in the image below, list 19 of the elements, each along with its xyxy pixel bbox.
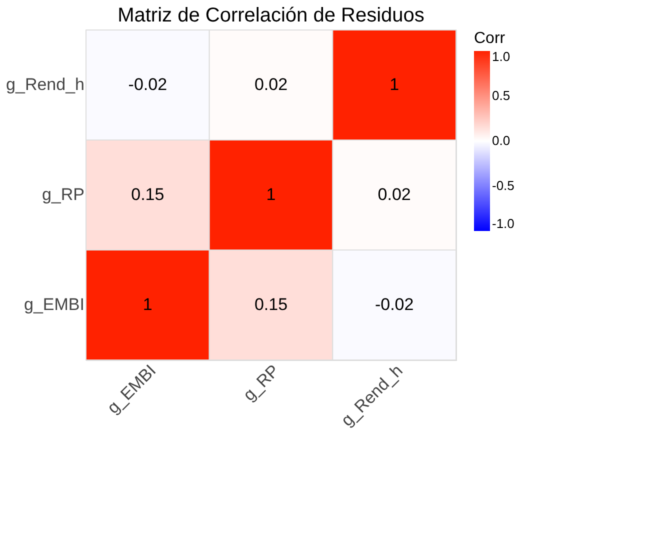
y-tick-label: g_Rend_h bbox=[6, 75, 84, 94]
data-label: 0.02 bbox=[378, 185, 411, 204]
data-label: 1 bbox=[390, 75, 400, 94]
color-bar-label: -1.0 bbox=[492, 216, 514, 231]
data-label: 1 bbox=[266, 185, 276, 204]
data-label: 0.15 bbox=[254, 295, 288, 314]
color-bar-label: -0.5 bbox=[492, 178, 514, 193]
y-tick-label: g_EMBI bbox=[24, 295, 84, 314]
color-bar-label: 0.5 bbox=[492, 88, 510, 103]
chart-title: Matriz de Correlación de Residuos bbox=[118, 4, 424, 26]
color-bar-label: 1.0 bbox=[492, 49, 510, 64]
data-label: -0.02 bbox=[128, 75, 168, 94]
y-tick-label: g_RP bbox=[42, 185, 84, 204]
legend-title: Corr bbox=[474, 30, 506, 47]
data-label: 0.15 bbox=[131, 185, 164, 204]
data-label: 1 bbox=[142, 295, 152, 314]
color-bar-label: 0.0 bbox=[492, 133, 510, 148]
data-label: -0.02 bbox=[374, 295, 414, 314]
data-label: 0.02 bbox=[254, 75, 288, 94]
